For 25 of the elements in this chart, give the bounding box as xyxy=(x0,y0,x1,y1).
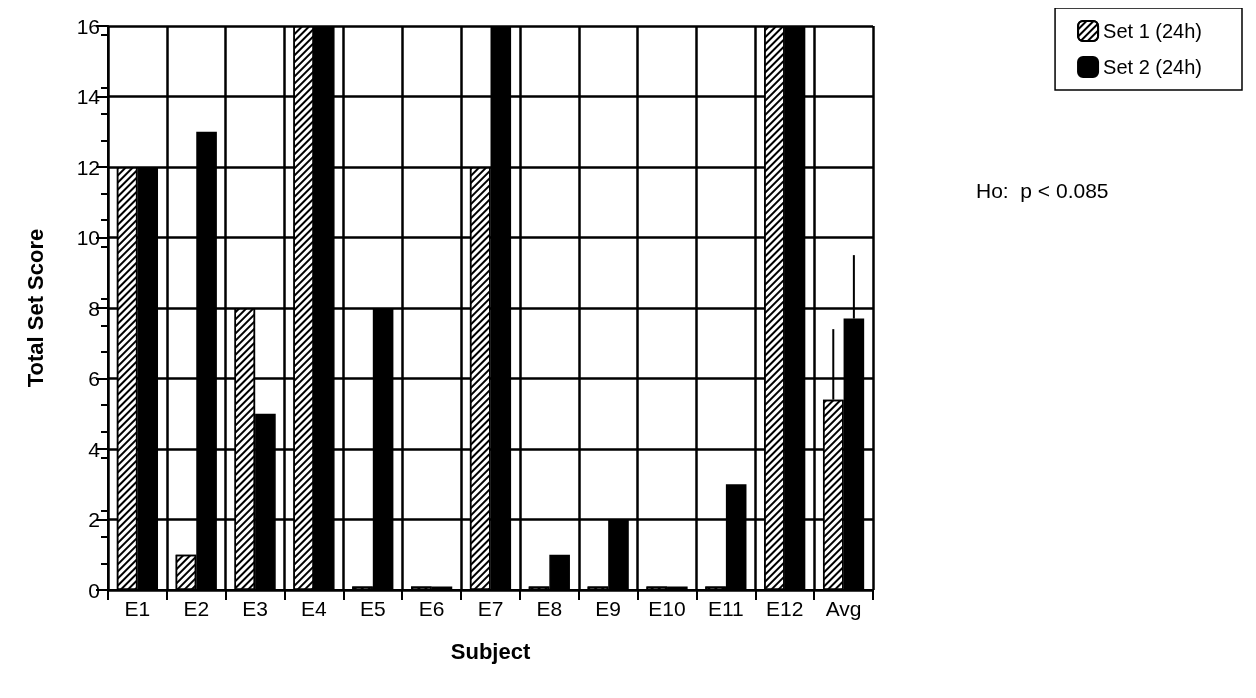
x-tick-label: E4 xyxy=(301,597,328,620)
x-tick-label: E2 xyxy=(183,597,210,620)
x-tick-label: E5 xyxy=(359,597,386,620)
x-tick-label: Avg xyxy=(825,597,862,620)
x-tick-label: E11 xyxy=(707,597,744,620)
x-tick-label: E1 xyxy=(124,597,151,620)
x-tick-label: E6 xyxy=(418,597,445,620)
x-tick-label: E8 xyxy=(536,597,563,620)
y-tick-label: 14 xyxy=(76,85,101,108)
text: Ho: p < 0.085 xyxy=(976,179,1109,202)
y-tick-label: 10 xyxy=(76,226,100,249)
y-tick-label: 8 xyxy=(88,296,100,320)
legend-label: Set 1 (24h) xyxy=(1103,20,1203,42)
x-tick-label: E10 xyxy=(648,597,686,620)
y-tick-label: 16 xyxy=(76,14,100,38)
x-tick-label: E12 xyxy=(766,597,804,620)
y-tick-label: 12 xyxy=(76,155,100,179)
x-tick-label: E3 xyxy=(242,597,268,620)
x-tick-label: E9 xyxy=(595,597,622,620)
y-tick-label: 2 xyxy=(88,508,100,531)
x-tick-label: E7 xyxy=(477,597,504,620)
y-axis-title: Total Set Score xyxy=(22,228,48,388)
y-tick-label: 4 xyxy=(88,437,101,461)
legend-label: Set 2 (24h) xyxy=(1103,56,1203,78)
x-axis-title: Subject xyxy=(450,638,531,664)
